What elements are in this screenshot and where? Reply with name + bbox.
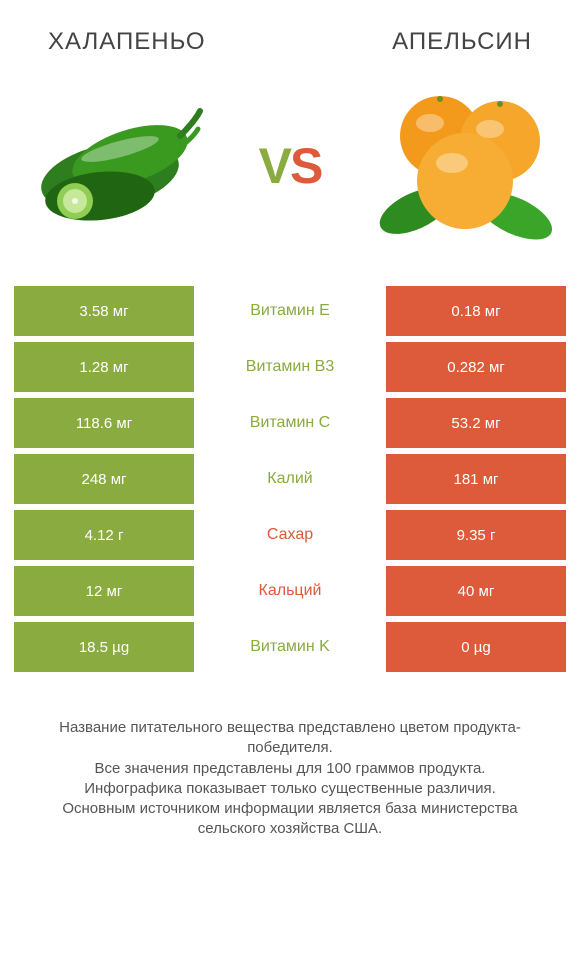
right-title: АПЕЛЬСИН bbox=[392, 28, 532, 56]
table-row: 3.58 мгВитамин E0.18 мг bbox=[14, 286, 566, 336]
images-row: VS bbox=[0, 56, 580, 286]
footer-line: Основным источником информации является … bbox=[30, 799, 550, 840]
right-value: 0.282 мг bbox=[386, 342, 566, 392]
right-value: 181 мг bbox=[386, 454, 566, 504]
left-value: 248 мг bbox=[14, 454, 194, 504]
table-row: 12 мгКальций40 мг bbox=[14, 566, 566, 616]
vs-s: S bbox=[290, 138, 321, 194]
footer-line: Инфографика показывает только существенн… bbox=[30, 779, 550, 799]
nutrient-label: Витамин C bbox=[194, 398, 386, 448]
table-row: 4.12 гСахар9.35 г bbox=[14, 510, 566, 560]
right-value: 9.35 г bbox=[386, 510, 566, 560]
nutrient-label: Витамин B3 bbox=[194, 342, 386, 392]
nutrient-label: Витамин K bbox=[194, 622, 386, 672]
table-row: 1.28 мгВитамин B30.282 мг bbox=[14, 342, 566, 392]
jalapeno-image bbox=[20, 81, 220, 251]
left-value: 4.12 г bbox=[14, 510, 194, 560]
left-value: 118.6 мг bbox=[14, 398, 194, 448]
right-value: 0.18 мг bbox=[386, 286, 566, 336]
footer-line: Все значения представлены для 100 граммо… bbox=[30, 759, 550, 779]
left-value: 1.28 мг bbox=[14, 342, 194, 392]
titles-row: ХАЛАПЕНЬО АПЕЛЬСИН bbox=[0, 0, 580, 56]
left-value: 12 мг bbox=[14, 566, 194, 616]
table-row: 18.5 µgВитамин K0 µg bbox=[14, 622, 566, 672]
nutrient-label: Витамин E bbox=[194, 286, 386, 336]
right-value: 40 мг bbox=[386, 566, 566, 616]
comparison-table: 3.58 мгВитамин E0.18 мг 1.28 мгВитамин B3… bbox=[0, 286, 580, 672]
footer-line: Название питательного вещества представл… bbox=[30, 718, 550, 759]
nutrient-label: Сахар bbox=[194, 510, 386, 560]
left-value: 18.5 µg bbox=[14, 622, 194, 672]
footer-notes: Название питательного вещества представл… bbox=[0, 678, 580, 840]
nutrient-label: Кальций bbox=[194, 566, 386, 616]
left-title: ХАЛАПЕНЬО bbox=[48, 28, 206, 56]
table-row: 118.6 мгВитамин C53.2 мг bbox=[14, 398, 566, 448]
right-value: 0 µg bbox=[386, 622, 566, 672]
orange-image bbox=[360, 81, 560, 251]
right-value: 53.2 мг bbox=[386, 398, 566, 448]
left-value: 3.58 мг bbox=[14, 286, 194, 336]
vs-label: VS bbox=[259, 137, 322, 195]
nutrient-label: Калий bbox=[194, 454, 386, 504]
vs-v: V bbox=[259, 138, 290, 194]
table-row: 248 мгКалий181 мг bbox=[14, 454, 566, 504]
